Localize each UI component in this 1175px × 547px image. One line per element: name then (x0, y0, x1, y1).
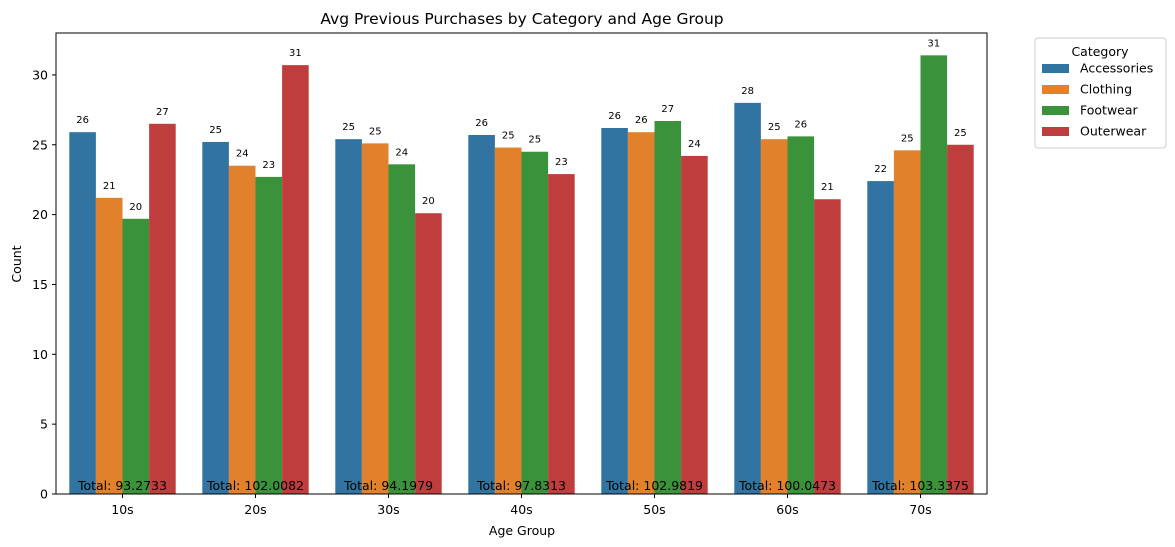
y-tick-label: 15 (32, 277, 48, 292)
bar-outerwear-30s (415, 213, 442, 494)
bar-label: 21 (103, 181, 116, 192)
bar-outerwear-40s (548, 174, 575, 494)
x-tick-label: 50s (643, 502, 665, 517)
x-axis-title: Age Group (489, 523, 555, 538)
bar-label: 26 (608, 111, 621, 122)
legend-swatch-clothing (1042, 85, 1069, 94)
bar-accessories-20s (202, 141, 229, 494)
total-label: Total: 102.9819 (605, 478, 703, 493)
bar-footwear-70s (920, 55, 948, 494)
bar-label: 24 (688, 139, 701, 150)
bar-footwear-10s (122, 218, 150, 495)
legend-title: Category (1071, 44, 1129, 59)
axes-layer: 0 5 10 15 20 25 30 10s 20s 30s 40s 50s 60s 70s (32, 32, 988, 517)
bar-label: 26 (475, 118, 488, 129)
bar-label: 27 (156, 107, 169, 118)
bar-label: 25 (954, 128, 967, 139)
bar-label: 23 (262, 160, 275, 171)
bar-clothing-50s (627, 132, 655, 494)
bar-label: 25 (502, 131, 515, 142)
y-tick-label: 0 (40, 487, 48, 502)
bar-label: 24 (236, 149, 249, 160)
bar-label: 26 (794, 119, 807, 130)
bar-clothing-40s (494, 147, 522, 495)
legend-items: Accessories Clothing Footwear Outerwear (1042, 61, 1153, 139)
bar-label: 25 (528, 135, 541, 146)
x-tick-label: 60s (776, 502, 798, 517)
bar-outerwear-50s (681, 155, 708, 494)
x-tick-label: 40s (510, 502, 532, 517)
bar-label: 23 (555, 157, 568, 168)
x-tick-label: 70s (909, 502, 931, 517)
legend: Category Accessories Clothing Footwear Oute… (1034, 37, 1167, 149)
total-label: Total: 103.3375 (871, 478, 969, 493)
bar-footwear-40s (521, 151, 549, 495)
bar-accessories-10s (69, 132, 96, 494)
bar-label: 20 (422, 196, 435, 207)
bar-clothing-60s (760, 139, 788, 495)
y-tick-label: 20 (32, 207, 48, 222)
y-tick-label: 30 (32, 67, 48, 82)
bar-label: 25 (901, 133, 914, 144)
y-tick-label: 25 (32, 137, 48, 152)
bar-footwear-20s (255, 176, 283, 494)
bar-label: 25 (768, 122, 781, 133)
totals-layer: Total: 93.2733 Total: 102.0082 Total: 94.1… (77, 478, 969, 493)
bar-outerwear-60s (814, 199, 841, 495)
legend-label-footwear: Footwear (1080, 103, 1139, 118)
total-label: Total: 102.0082 (206, 478, 304, 493)
bar-footwear-60s (787, 136, 815, 494)
bar-label: 26 (635, 115, 648, 126)
bar-label: 24 (395, 147, 408, 158)
bar-footwear-50s (654, 121, 682, 494)
bar-label: 25 (209, 125, 222, 136)
y-axis-title: Count (9, 245, 24, 282)
bar-clothing-20s (228, 165, 256, 494)
bar-labels-layer: 26 25 25 26 26 28 22 21 24 25 25 26 25 25 20 23 24 25 27 26… (76, 38, 967, 212)
total-label: Total: 94.1979 (343, 478, 433, 493)
total-label: Total: 97.8313 (476, 478, 566, 493)
bar-accessories-70s (867, 181, 894, 494)
x-tick-label: 10s (111, 502, 133, 517)
legend-swatch-outerwear (1042, 127, 1069, 136)
bar-accessories-50s (601, 127, 628, 495)
total-label: Total: 100.0473 (738, 478, 836, 493)
legend-label-outerwear: Outerwear (1080, 124, 1147, 139)
bar-footwear-30s (388, 164, 416, 494)
bar-outerwear-20s (282, 65, 309, 494)
bars-layer (69, 55, 974, 495)
y-tick-label: 10 (32, 347, 48, 362)
bar-label: 21 (821, 182, 834, 193)
x-tick-label: 30s (377, 502, 399, 517)
bar-outerwear-10s (149, 123, 176, 495)
bar-accessories-30s (335, 139, 362, 495)
legend-swatch-accessories (1042, 64, 1069, 73)
bar-label: 26 (76, 115, 89, 126)
bar-clothing-10s (95, 197, 123, 494)
bar-label: 31 (289, 48, 302, 59)
chart-title: Avg Previous Purchases by Category and A… (320, 10, 723, 28)
total-label: Total: 93.2733 (77, 478, 167, 493)
bar-outerwear-70s (947, 144, 974, 494)
legend-label-clothing: Clothing (1080, 82, 1132, 97)
bar-label: 28 (741, 86, 754, 97)
bar-clothing-30s (361, 143, 389, 495)
bar-label: 20 (129, 202, 142, 213)
legend-label-accessories: Accessories (1080, 61, 1153, 76)
bar-label: 25 (369, 126, 382, 137)
bar-label: 27 (661, 104, 674, 115)
bar-accessories-60s (734, 102, 761, 494)
bar-label: 25 (342, 122, 355, 133)
y-tick-label: 5 (40, 417, 48, 432)
bar-accessories-40s (468, 134, 495, 495)
bar-label: 22 (874, 164, 887, 175)
legend-swatch-footwear (1042, 106, 1069, 115)
x-tick-label: 20s (244, 502, 266, 517)
bar-label: 31 (927, 38, 940, 49)
bar-clothing-70s (893, 150, 921, 494)
